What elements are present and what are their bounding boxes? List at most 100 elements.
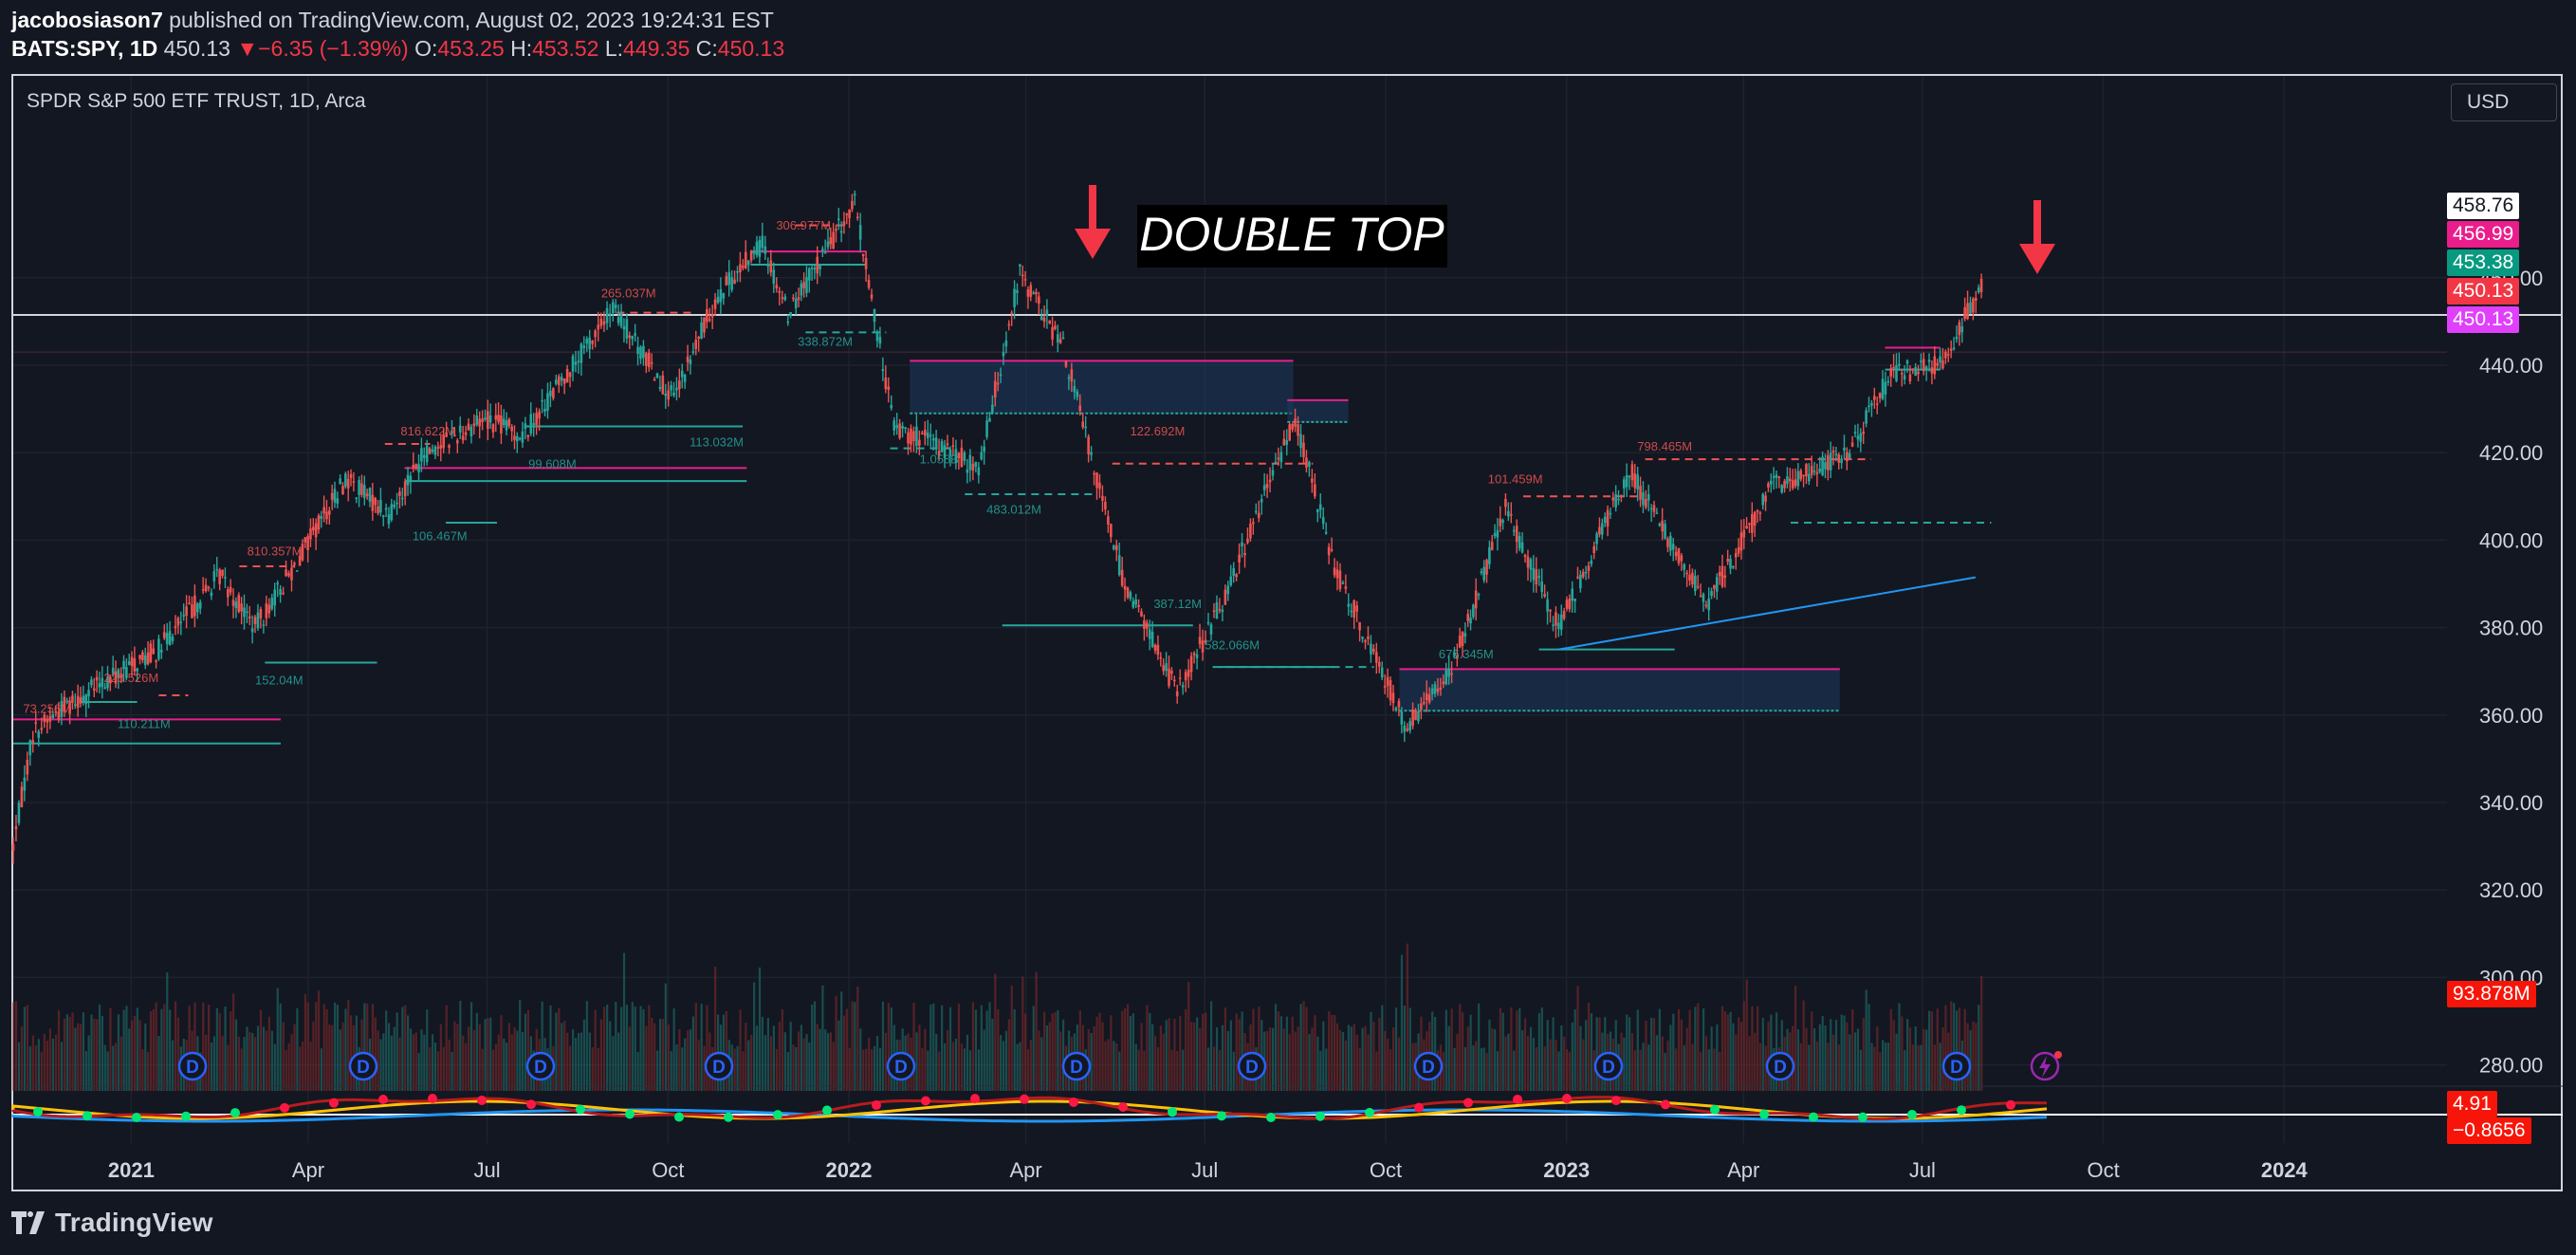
volume-bar [951,1042,955,1091]
candle-body [360,483,363,495]
volume-bar [224,1006,227,1091]
candle-body [521,431,524,443]
volume-bar [409,1028,413,1091]
volume-bar [826,1033,830,1091]
volume-bar [678,1028,681,1091]
volume-bar [1093,1026,1095,1091]
oscillator-dot [724,1112,733,1122]
volume-bar [1719,1051,1721,1091]
volume-bar [808,1042,811,1091]
candle-body [1038,296,1040,305]
candle-body [722,292,726,299]
volume-bar [1370,1011,1372,1091]
candle-body [991,404,994,414]
candle-body [980,452,984,460]
candle-body [285,569,287,577]
candle-body [117,669,120,678]
candle-body [1204,639,1207,643]
candle-body [362,485,366,499]
candle-body [1019,264,1021,267]
volume-bar [800,1024,803,1091]
volume-bar [1664,1052,1666,1091]
volume-bar [339,1029,341,1091]
candle-body [1786,476,1789,484]
volume-bar [301,1042,304,1091]
candle-body [420,448,423,462]
volume-bar [875,1036,879,1091]
candle-body [1969,302,1972,314]
volume-bar [1205,1012,1207,1091]
volume-bar [374,1017,377,1091]
candle-body [778,290,782,293]
volume-bar [944,1043,947,1091]
volume-bar [1121,1010,1124,1091]
high-value: 453.52 [532,36,599,61]
volume-label: 152.04M [255,674,304,688]
candle-body [574,361,578,365]
volume-bar [622,952,626,1091]
candle-body [146,652,150,665]
volume-bar [1590,1013,1593,1091]
candle-body [339,478,341,485]
tradingview-logo[interactable]: TradingView [11,1207,213,1239]
candle-body [507,418,511,427]
volume-bar [670,1050,672,1091]
candle-body [425,445,429,463]
candle-body [1002,352,1005,357]
volume-bar [1661,1036,1664,1091]
volume-bar [848,1047,851,1091]
volume-bar [1456,1033,1459,1091]
volume-bar [1098,1012,1101,1091]
candle-body [546,393,549,411]
candle-body [655,373,659,378]
candle-body [1769,480,1773,485]
volume-bar [82,1012,85,1091]
candle-body [848,209,851,218]
candle-body [772,269,776,285]
down-arrow-head [1075,229,1111,259]
candle-body [557,376,561,385]
candle-body [562,378,566,384]
volume-bar [1007,1019,1010,1091]
candle-body [11,843,15,851]
candle-body [708,319,711,321]
volume-bar [1101,1022,1104,1091]
candle-body [322,507,325,514]
candle-body [611,302,615,314]
candle-body [98,683,101,688]
candle-body [191,604,193,618]
volume-bar [1126,1004,1130,1091]
volume-bar [1532,1038,1536,1091]
volume-bar [1090,1032,1093,1091]
volume-bar [954,1039,958,1091]
candle-body [1846,452,1849,462]
volume-bar [1501,1012,1504,1091]
candle-body [1411,710,1414,727]
candle-body [1035,291,1038,295]
candle-body [1949,348,1953,351]
dividend-icon: D [177,1051,208,1081]
currency-button[interactable]: USD [2451,83,2557,121]
volume-bar [1802,1000,1805,1091]
volume-label: 101.459M [1488,471,1543,486]
volume-bar [43,1033,46,1091]
volume-bar [1598,1017,1601,1091]
candle-body [622,325,626,330]
volume-bar [745,1023,747,1091]
volume-bar [1010,985,1013,1091]
dividend-icon: D [1237,1051,1267,1081]
volume-bar [1658,1008,1661,1091]
candle-body [1571,588,1574,601]
volume-label: 483.012M [986,503,1041,517]
candle-body [306,536,309,551]
down-arrow-shaft [1089,185,1096,234]
volume-bar [1834,1020,1838,1091]
candle-body [1614,493,1617,508]
candle-body [1361,637,1364,639]
author-name[interactable]: jacobosiason7 [11,8,163,32]
candle-body [957,452,961,459]
candle-body [1232,568,1235,577]
volume-bar [267,1016,270,1091]
volume-bar [1840,1014,1843,1091]
